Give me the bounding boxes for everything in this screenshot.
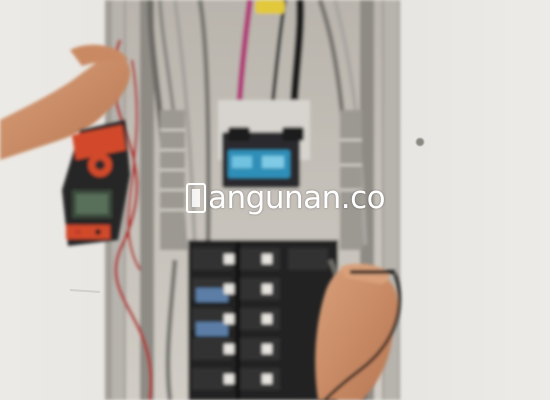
watermark-logo-icon [186,183,206,213]
site-watermark: angunan.co [186,180,386,216]
wall-screw [416,138,424,146]
left-hand [0,44,131,160]
clamp-meter [62,120,130,246]
right-hand [315,263,401,400]
watermark-text: angunan.co [208,180,386,216]
